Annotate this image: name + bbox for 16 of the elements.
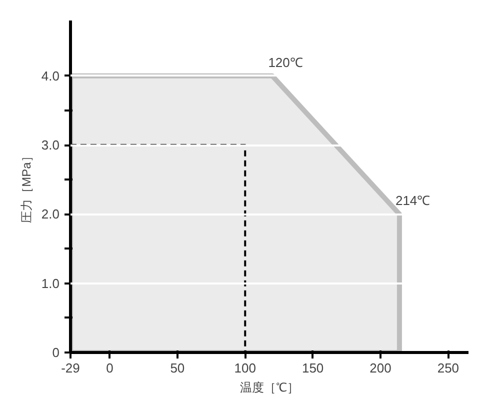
annotation: 214℃ bbox=[395, 193, 430, 208]
y-axis-title: 圧力［MPa］ bbox=[19, 150, 34, 223]
x-tick-label: 200 bbox=[370, 360, 392, 376]
x-tick-label: 100 bbox=[234, 360, 256, 376]
y-tick-label: 4.0 bbox=[41, 68, 60, 84]
x-tick-label: 50 bbox=[170, 360, 185, 376]
x-tick-label: -29 bbox=[61, 360, 80, 376]
y-tick-label: 1.0 bbox=[41, 276, 60, 291]
annotation: 120℃ bbox=[268, 54, 303, 70]
y-tick-label: 2.0 bbox=[41, 206, 60, 222]
x-tick-label: 250 bbox=[437, 360, 460, 376]
y-tick-label: 3.0 bbox=[41, 138, 60, 152]
y-tick-label: 0 bbox=[52, 345, 60, 360]
x-tick-label: 150 bbox=[302, 360, 324, 376]
x-axis-title: 温度［℃］ bbox=[240, 380, 299, 394]
x-tick-label: 0 bbox=[106, 360, 114, 376]
